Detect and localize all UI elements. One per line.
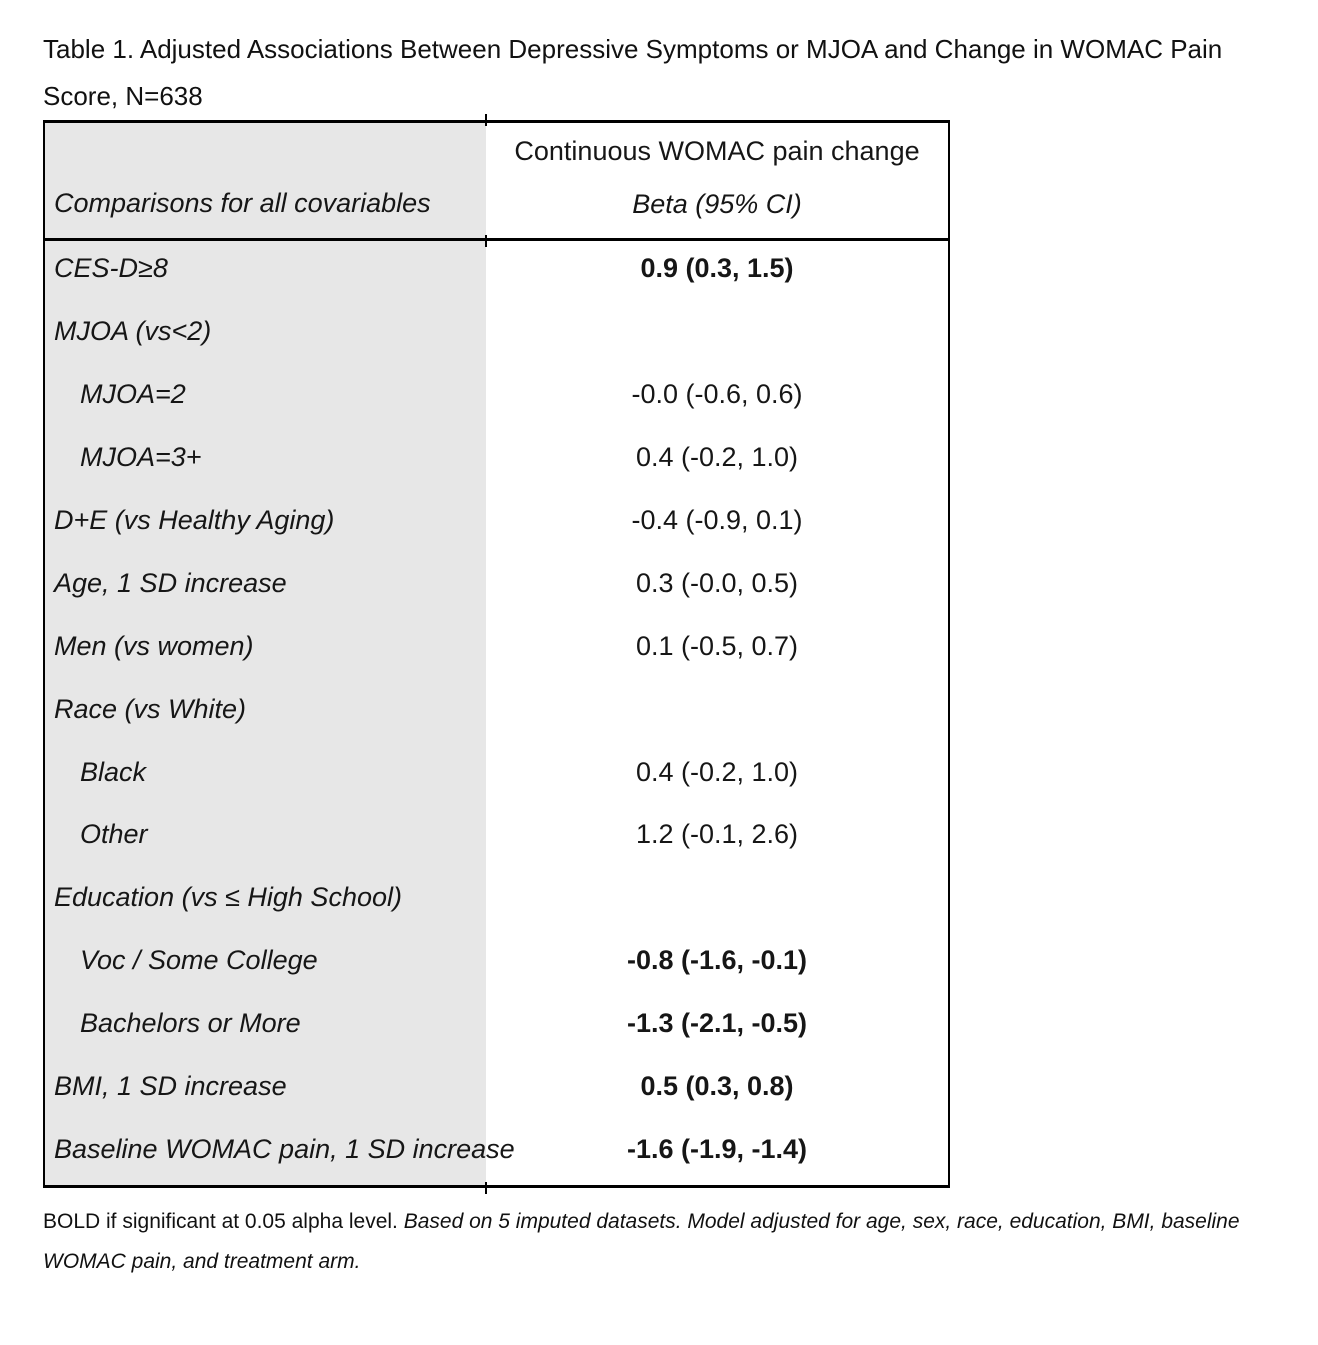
row-label: Black [45,744,486,808]
page-title-line1: Table 1. Adjusted Associations Between D… [43,34,1223,64]
table-row: MJOA=2 -0.0 (-0.6, 0.6) [45,366,948,430]
row-beta-ci-value: 0.1 (-0.5, 0.7) [635,630,799,661]
results-table: Comparisons for all covariables Continuo… [43,120,950,1188]
column-boundary-tick-bottom [485,1182,487,1194]
row-label: Men (vs women) [45,618,486,682]
header-outcome-column: Continuous WOMAC pain change Beta (95% C… [486,123,948,238]
column-boundary-tick-header [485,235,487,247]
row-label: CES-D≥8 [45,241,486,304]
row-label: Other [45,807,486,871]
table-row: Other 1.2 (-0.1, 2.6) [45,807,948,871]
row-label: Bachelors or More [45,996,486,1060]
row-beta-ci-value [486,682,948,745]
table-row: Men (vs women) 0.1 (-0.5, 0.7) [45,618,948,682]
table-footnote: BOLD if significant at 0.05 alpha level.… [43,1202,1240,1282]
row-label: Voc / Some College [45,933,486,997]
header-outcome-title: Continuous WOMAC pain change [514,136,920,166]
row-beta-ci-value [486,870,948,933]
table-row: Bachelors or More -1.3 (-2.1, -0.5) [45,996,948,1060]
row-beta-ci-value: -1.3 (-2.1, -0.5) [626,1008,808,1039]
row-beta-ci-value: 0.5 (0.3, 0.8) [640,1071,794,1102]
row-beta-ci-value [486,304,948,367]
header-beta-ci-subtitle: Beta (95% CI) [632,189,802,219]
row-beta-ci-value: 0.3 (-0.0, 0.5) [635,567,799,598]
row-label: Age, 1 SD increase [45,555,486,619]
table-body: CES-D≥8 0.9 (0.3, 1.5) MJOA (vs<2) MJOA=2 -0… [45,241,948,1186]
row-label: BMI, 1 SD increase [45,1059,486,1123]
footnote-model-note-line2: WOMAC pain, and treatment arm. [43,1250,361,1273]
row-label: D+E (vs Healthy Aging) [45,492,486,556]
page-title-line2: Score, N=638 [43,81,203,111]
table-row: Baseline WOMAC pain, 1 SD increase -1.6 (… [45,1122,948,1186]
table-row: BMI, 1 SD increase 0.5 (0.3, 0.8) [45,1059,948,1123]
row-label: MJOA=2 [45,366,486,430]
table-row: MJOA (vs<2) [45,303,948,367]
row-label: MJOA (vs<2) [45,303,486,367]
table-row: CES-D≥8 0.9 (0.3, 1.5) [45,241,948,304]
page-title: Table 1. Adjusted Associations Between D… [43,26,1222,120]
table-row: Age, 1 SD increase 0.3 (-0.0, 0.5) [45,555,948,619]
table-header: Comparisons for all covariables Continuo… [45,123,948,241]
table-row: Voc / Some College -0.8 (-1.6, -0.1) [45,933,948,997]
table-row: Education (vs ≤ High School) [45,870,948,934]
row-label: Baseline WOMAC pain, 1 SD increase [45,1122,515,1186]
row-beta-ci-value: -1.6 (-1.9, -1.4) [626,1134,808,1165]
footnote-model-note-line1: Based on 5 imputed datasets. Model adjus… [403,1210,1240,1233]
table-row: MJOA=3+ 0.4 (-0.2, 1.0) [45,429,948,493]
footnote-significance-note: BOLD if significant at 0.05 alpha level. [43,1210,404,1233]
column-boundary-tick-top [485,114,487,126]
table-row: Race (vs White) [45,681,948,745]
row-beta-ci-value: 1.2 (-0.1, 2.6) [635,819,799,850]
row-beta-ci-value: 0.9 (0.3, 1.5) [640,253,794,283]
row-label: MJOA=3+ [45,429,486,493]
row-beta-ci-value: -0.8 (-1.6, -0.1) [626,945,808,976]
row-beta-ci-value: -0.4 (-0.9, 0.1) [631,504,803,535]
header-comparisons-label: Comparisons for all covariables [45,123,486,238]
row-label: Education (vs ≤ High School) [45,870,486,934]
row-beta-ci-value: 0.4 (-0.2, 1.0) [635,441,799,472]
table-row: Black 0.4 (-0.2, 1.0) [45,744,948,808]
row-label: Race (vs White) [45,681,486,745]
row-beta-ci-value: -0.0 (-0.6, 0.6) [631,378,803,409]
row-beta-ci-value: 0.4 (-0.2, 1.0) [635,756,799,787]
table-row: D+E (vs Healthy Aging) -0.4 (-0.9, 0.1) [45,492,948,556]
